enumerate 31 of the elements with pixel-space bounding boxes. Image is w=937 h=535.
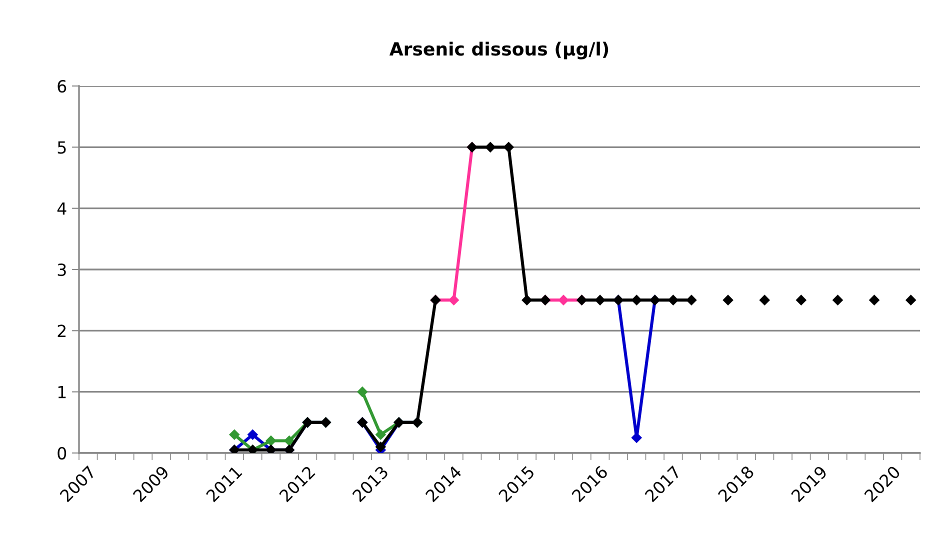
point bbox=[832, 294, 843, 306]
point bbox=[796, 294, 806, 306]
point bbox=[558, 294, 569, 306]
point bbox=[357, 386, 368, 397]
point bbox=[266, 436, 276, 446]
point bbox=[668, 294, 678, 306]
point bbox=[376, 430, 386, 440]
y-tick-label: 6 bbox=[58, 80, 66, 93]
y-tick-label: 0 bbox=[58, 446, 66, 460]
point bbox=[869, 294, 880, 306]
point bbox=[248, 430, 258, 440]
point bbox=[632, 294, 642, 306]
point bbox=[485, 142, 496, 152]
point bbox=[504, 142, 514, 152]
y-tick-label: 1 bbox=[58, 386, 66, 398]
y-tick-label: 4 bbox=[57, 202, 66, 215]
y-tick-label: 2 bbox=[58, 324, 66, 337]
point bbox=[284, 436, 294, 446]
point bbox=[594, 294, 606, 306]
point bbox=[759, 294, 770, 306]
y-tick-label: 5 bbox=[58, 141, 66, 154]
point bbox=[448, 294, 459, 306]
point bbox=[632, 432, 642, 443]
point bbox=[906, 294, 916, 306]
point bbox=[376, 442, 386, 452]
chart-title: Arsenic dissous (µg/l) bbox=[389, 42, 608, 60]
point bbox=[229, 430, 240, 440]
point bbox=[522, 294, 532, 306]
point bbox=[722, 294, 734, 306]
point bbox=[686, 294, 697, 306]
y-tick-label: 3 bbox=[58, 263, 66, 276]
